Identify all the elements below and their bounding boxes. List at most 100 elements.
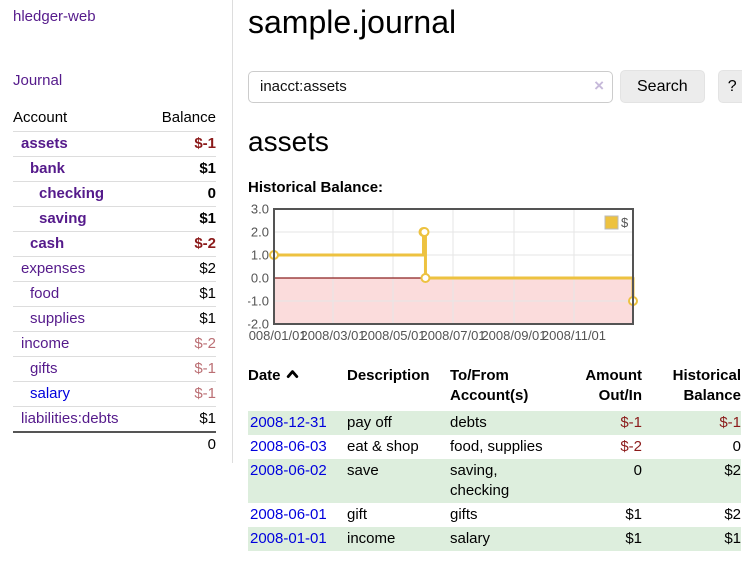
main-content: sample.journal × Search ? assets Histori… <box>233 0 742 561</box>
x-tick-label: 2008/09/01 <box>481 328 546 343</box>
register-date-cell: 2008-06-02 <box>248 459 347 503</box>
register-balance-cell: 0 <box>732 438 741 455</box>
account-link[interactable]: bank <box>30 160 66 177</box>
account-link[interactable]: salary <box>30 385 71 402</box>
app-title-link[interactable]: hledger-web <box>13 8 96 25</box>
register-row: 2008-01-01 income salary $1 $1 <box>248 527 741 551</box>
accounts-total-balance: 0 <box>207 436 216 453</box>
plot-border <box>273 208 634 325</box>
account-link[interactable]: cash <box>30 235 65 252</box>
account-name-cell: food <box>13 282 115 307</box>
register-row: 2008-12-31 pay off debts $-1 $-1 <box>248 411 741 435</box>
register-date-cell: 2008-01-01 <box>248 527 347 551</box>
register-header-accounts: To/From Account(s) <box>450 367 529 404</box>
account-row: liabilities:debts $1 <box>13 406 216 433</box>
account-name-cell: gifts <box>13 357 115 382</box>
account-link[interactable]: supplies <box>30 310 86 327</box>
account-row: assets $-1 <box>13 131 216 157</box>
account-link[interactable]: income <box>21 335 70 352</box>
data-point-marker[interactable] <box>420 273 431 283</box>
register-description-cell: save <box>347 462 379 479</box>
accounts-total-spacer <box>13 432 115 457</box>
accounts-header-balance: Balance <box>161 109 216 126</box>
transaction-date-link[interactable]: 2008-01-01 <box>250 530 327 547</box>
register-amount-cell: 0 <box>633 462 642 479</box>
search-input-wrap: × <box>248 70 613 103</box>
register-header-row: Date Description To/From Account(s) Amou… <box>248 364 741 411</box>
register-balance-cell: $2 <box>724 462 741 479</box>
register-accounts-cell: salary <box>450 530 491 547</box>
x-tick-label: 2008/05/01 <box>360 328 425 343</box>
register-header-description: Description <box>347 367 430 384</box>
register-table: Date Description To/From Account(s) Amou… <box>248 364 741 551</box>
account-link[interactable]: checking <box>39 185 105 202</box>
account-link[interactable]: gifts <box>30 360 58 377</box>
transaction-date-link[interactable]: 2008-12-31 <box>250 414 327 431</box>
y-tick-label: -1.0 <box>248 294 269 309</box>
search-input[interactable] <box>248 70 613 103</box>
transaction-date-link[interactable]: 2008-06-02 <box>250 462 327 479</box>
account-heading: assets <box>248 126 329 157</box>
account-link[interactable]: saving <box>39 210 87 227</box>
clear-search-icon[interactable]: × <box>594 75 604 95</box>
account-row: bank $1 <box>13 156 216 182</box>
register-accounts-cell: gifts <box>450 506 478 523</box>
account-link[interactable]: expenses <box>21 260 86 277</box>
journal-link[interactable]: Journal <box>13 72 63 89</box>
register-row: 2008-06-01 gift gifts $1 $2 <box>248 503 741 527</box>
register-header-date-label: Date <box>248 367 281 384</box>
y-tick-label: 2.0 <box>251 225 269 240</box>
account-link[interactable]: liabilities:debts <box>21 410 119 427</box>
register-header-date[interactable]: Date <box>248 364 347 411</box>
accounts-table-header: Account Balance <box>13 106 216 132</box>
register-date-cell: 2008-06-01 <box>248 503 347 527</box>
account-balance: $1 <box>199 410 216 427</box>
accounts-table: Account Balance assets $-1 bank $1 checking 0… <box>13 106 216 457</box>
account-name-cell: cash <box>13 232 115 257</box>
chart-svg: $3.0 2.0 1.0 0.0 -1.0 -2.02008/01/012008/03/0… <box>248 203 638 343</box>
x-tick-label: 2008/07/01 <box>420 328 485 343</box>
search-button[interactable]: Search <box>620 70 705 103</box>
historical-balance-chart[interactable]: $3.0 2.0 1.0 0.0 -1.0 -2.02008/01/012008/03/0… <box>248 203 742 347</box>
register-accounts-cell: debts <box>450 414 487 431</box>
account-balance: $-2 <box>194 235 216 252</box>
account-link[interactable]: assets <box>21 135 68 152</box>
account-balance: $1 <box>199 210 216 227</box>
accounts-total-row: 0 <box>13 432 216 457</box>
page-title: sample.journal <box>248 4 457 40</box>
account-row: supplies $1 <box>13 306 216 332</box>
transaction-date-link[interactable]: 2008-06-03 <box>250 438 327 455</box>
account-name-cell: salary <box>13 382 115 407</box>
register-balance-cell: $-1 <box>719 414 741 431</box>
account-balance: $-2 <box>194 335 216 352</box>
y-tick-label: 0.0 <box>251 271 269 286</box>
account-balance: $1 <box>199 160 216 177</box>
transaction-date-link[interactable]: 2008-06-01 <box>250 506 327 523</box>
register-amount-cell: $1 <box>625 530 642 547</box>
sort-ascending-icon <box>286 370 298 378</box>
register-accounts-cell: saving, checking <box>450 462 510 499</box>
account-name-cell: expenses <box>13 257 115 282</box>
account-row: checking 0 <box>13 181 216 207</box>
account-row: salary $-1 <box>13 381 216 407</box>
account-name-cell: bank <box>13 157 115 182</box>
help-button[interactable]: ? <box>717 70 742 103</box>
register-row: 2008-06-02 save saving, checking 0 $2 <box>248 459 741 503</box>
account-row: cash $-2 <box>13 231 216 257</box>
data-point-marker[interactable] <box>419 227 430 237</box>
account-name-cell: supplies <box>13 307 115 332</box>
account-balance: $1 <box>199 285 216 302</box>
register-tbody: 2008-12-31 pay off debts $-1 $-1 2008-06-03 ea… <box>248 411 741 551</box>
account-name-cell: saving <box>13 207 115 232</box>
account-link[interactable]: food <box>30 285 60 302</box>
legend-swatch <box>604 215 619 230</box>
account-row: income $-2 <box>13 331 216 357</box>
y-tick-label: 1.0 <box>251 248 269 263</box>
account-row: gifts $-1 <box>13 356 216 382</box>
account-row: food $1 <box>13 281 216 307</box>
register-description-cell: pay off <box>347 414 392 431</box>
register-description-cell: eat & shop <box>347 438 419 455</box>
account-name-cell: checking <box>13 182 115 207</box>
register-date-cell: 2008-06-03 <box>248 435 347 459</box>
accounts-tbody: assets $-1 bank $1 checking 0 saving $1 cash $-2 e… <box>13 131 216 433</box>
